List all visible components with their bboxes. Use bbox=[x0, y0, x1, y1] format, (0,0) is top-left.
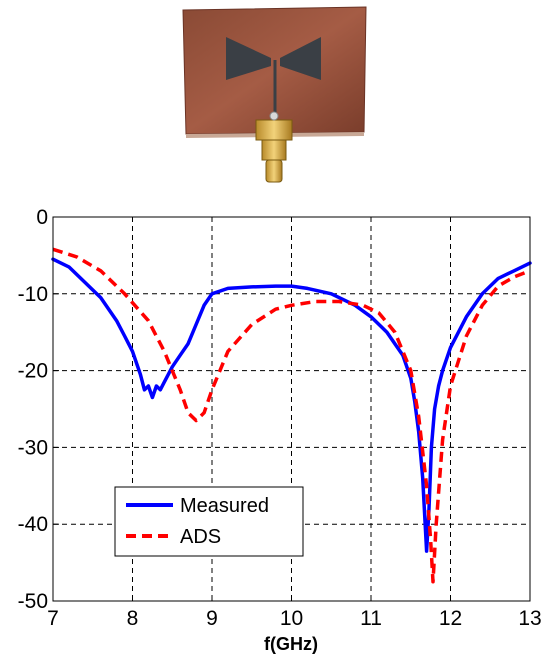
antenna-photo bbox=[182, 6, 367, 183]
legend-box bbox=[114, 486, 304, 557]
series-lines bbox=[51, 247, 532, 584]
series-line-ads bbox=[52, 247, 531, 584]
sma-pin bbox=[269, 111, 279, 121]
x-tick-label: 8 bbox=[127, 607, 139, 630]
y-tick-label: -10 bbox=[18, 283, 48, 306]
x-tick-label: 11 bbox=[360, 607, 382, 630]
x-tick-labels: 7 8 9 10 11 12 13 bbox=[47, 595, 542, 630]
s11-chart: 7 8 9 10 11 12 13 0 -10 -20 -30 -40 -50 f(GHz) Meas… bbox=[18, 206, 542, 654]
y-tick-labels: 0 -10 -20 -30 -40 -50 bbox=[18, 206, 59, 613]
legend: Measured ADS bbox=[114, 486, 304, 557]
left-bowtie-arm bbox=[226, 37, 271, 80]
sma-flange bbox=[255, 119, 293, 141]
y-tick-label: -40 bbox=[18, 513, 48, 536]
sma-body bbox=[261, 139, 287, 161]
x-tick-label: 13 bbox=[518, 607, 541, 630]
y-tick-label: -30 bbox=[18, 436, 48, 459]
y-tick-label: 0 bbox=[36, 206, 48, 229]
sma-tip bbox=[265, 159, 283, 183]
y-tick-label: -20 bbox=[18, 360, 48, 383]
x-tick-label: 12 bbox=[439, 607, 462, 630]
legend-label-ads: ADS bbox=[180, 526, 221, 548]
x-tick-label: 7 bbox=[47, 607, 59, 630]
x-tick-label: 10 bbox=[280, 607, 303, 630]
y-tick-label: -50 bbox=[18, 590, 48, 613]
x-axis-label: f(GHz) bbox=[264, 634, 318, 654]
x-tick-label: 9 bbox=[206, 607, 218, 630]
legend-label-measured: Measured bbox=[180, 495, 269, 517]
series-line-measured bbox=[51, 257, 532, 553]
right-bowtie-arm bbox=[280, 37, 321, 80]
